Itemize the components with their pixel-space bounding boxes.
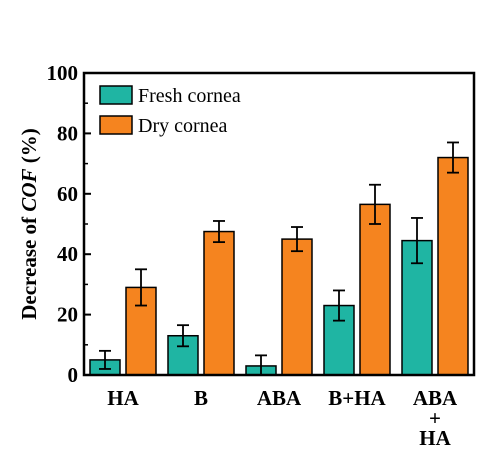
x-category-label: ABA + HA: [413, 386, 458, 446]
error-bars-layer: [99, 141, 459, 376]
y-axis-label: Decrease of COF (%): [17, 128, 41, 320]
bar-dry: [437, 156, 469, 376]
y-tick-label: 0: [68, 363, 79, 387]
y-tick-label: 60: [57, 182, 78, 206]
y-tick-label: 100: [47, 61, 79, 85]
legend: Fresh cornea Dry cornea: [99, 85, 241, 137]
legend-label: Dry cornea: [138, 115, 228, 137]
y-tick-label: 80: [57, 121, 78, 145]
x-category-label: HA: [107, 386, 139, 410]
bar-dry: [359, 203, 391, 376]
legend-swatch: [99, 85, 133, 105]
x-category-label: ABA: [257, 386, 302, 410]
y-tick-label: 20: [57, 303, 78, 327]
bar-dry: [203, 230, 235, 376]
bars-layer: [89, 156, 469, 376]
legend-swatch: [99, 115, 133, 135]
x-category-label: B+HA: [328, 386, 386, 410]
legend-label: Fresh cornea: [138, 85, 241, 107]
x-axis-categories: HA B ABA B+HA ABA + HA: [107, 386, 458, 450]
y-tick-label: 40: [57, 242, 78, 266]
y-axis-ticks: 0 20 40 60 80 100: [47, 61, 91, 387]
x-category-label: B: [194, 386, 208, 410]
bar-dry: [281, 238, 313, 376]
